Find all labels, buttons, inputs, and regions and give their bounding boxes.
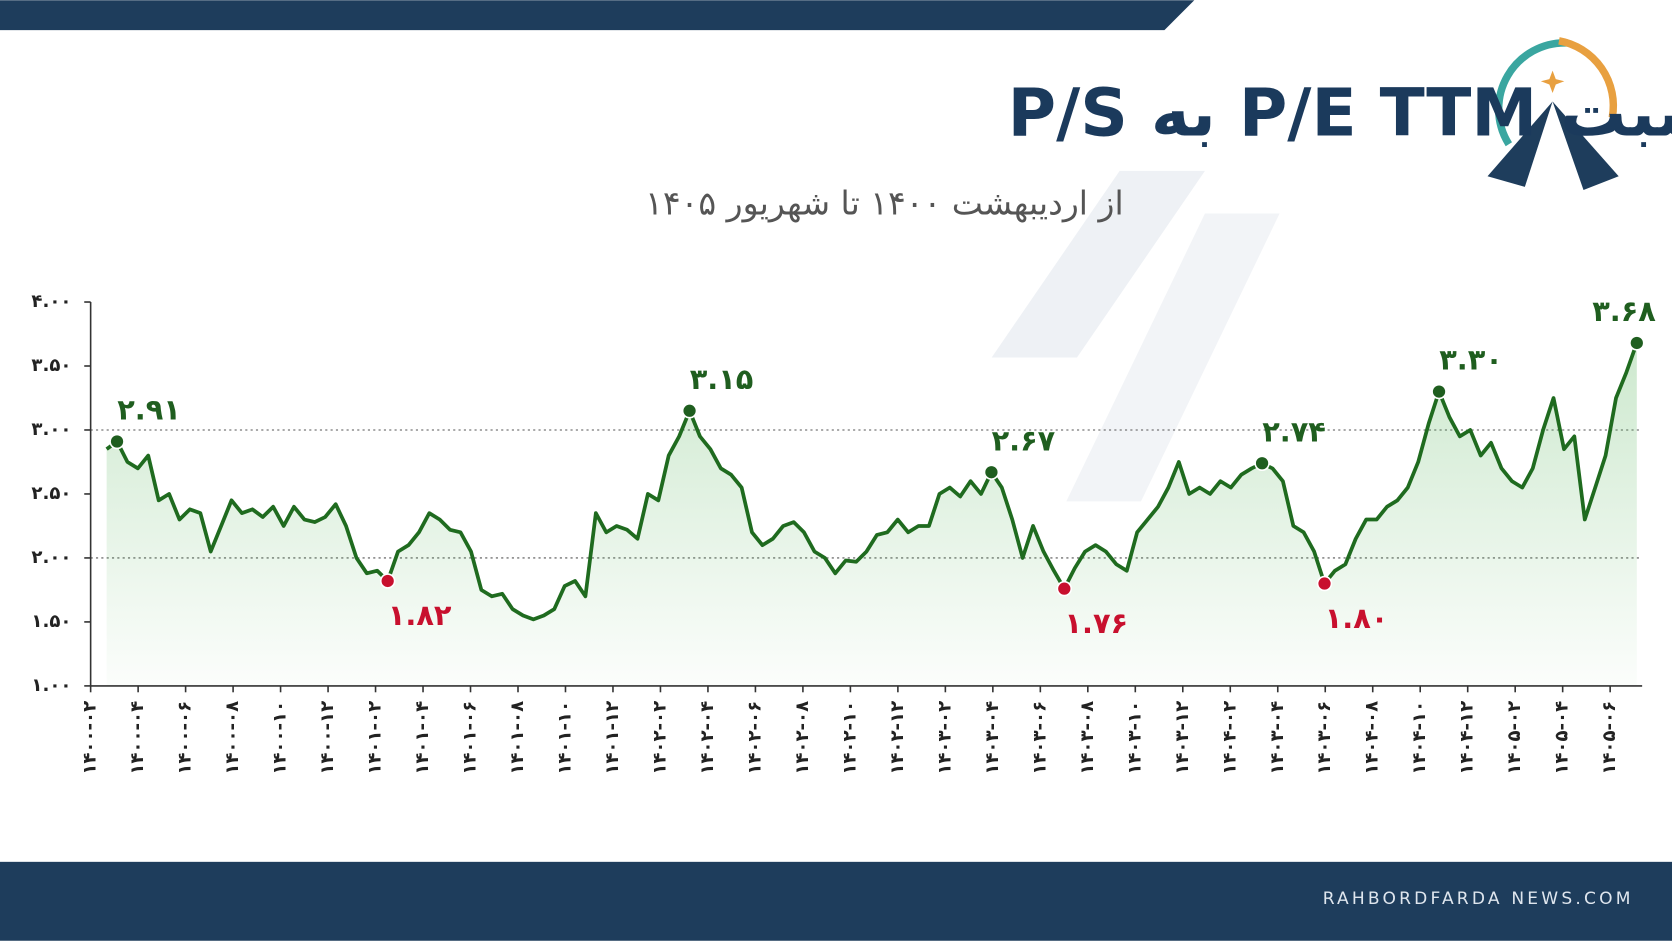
x-tick-label: ۱۴۰۴-۰۲ [1219,701,1240,775]
annotation-dot [1316,575,1333,592]
x-tick-label: ۱۴۰۲-۱۲ [887,701,908,775]
x-tick-label: ۱۴۰۱-۰۸ [507,701,528,775]
annotation-dot [681,403,698,419]
logo-shape [1487,101,1553,187]
x-tick-label: ۱۴۰۲-۱۰ [839,701,860,775]
x-tick-label: ۱۴۰۱-۰۲ [365,701,386,775]
header-band [0,0,1195,31]
x-tick-label: ۱۴۰۰-۰۶ [175,701,196,775]
footer-band [0,861,1672,941]
annotation-label: ۱.۸۲ [388,598,452,632]
logo-arc [1558,37,1618,119]
x-tick-label: ۱۴۰۴-۱۰ [1409,701,1430,775]
x-tick-label: ۱۴۰۲-۰۶ [744,701,765,775]
annotation-dot [983,464,1000,480]
x-tick-label: ۱۴۰۵-۰۶ [1599,701,1620,775]
x-tick-label: ۱۴۰۲-۰۴ [697,701,718,775]
area-fill [106,342,1637,686]
x-tick-label: ۱۴۰۵-۰۲ [1504,701,1525,775]
y-tick-label: ۲.۵۰ [31,483,71,504]
x-tick-label: ۱۴۰۲-۰۲ [649,701,670,775]
x-tick-label: ۱۴۰۴-۱۲ [1457,701,1478,775]
bg-stripe [991,170,1205,358]
x-tick-label: ۱۴۰۱-۱۲ [602,701,623,775]
x-tick-label: ۱۴۰۳-۰۲ [934,701,955,775]
annotation-dot [1254,455,1270,471]
x-tick-label: ۱۴۰۵-۰۴ [1552,701,1573,775]
x-tick-label: ۱۴۰۳-۱۲ [1172,701,1193,775]
chart-title: روند نسبت P/E TTM به P/S [1008,75,1672,153]
annotation-label: ۳.۱۵ [690,362,754,396]
annotation-label: ۲.۶۷ [992,423,1056,457]
x-tick-label: ۱۴۰۰-۰۲ [80,701,101,775]
annotation-label: ۲.۹۱ [117,393,181,427]
logo-star [1540,70,1565,94]
annotation-dot [1056,580,1073,597]
y-tick-label: ۳.۵۰ [31,355,71,376]
y-tick-label: ۱.۰۰ [31,675,71,696]
x-tick-label: ۱۴۰۰-۱۰ [270,701,291,775]
annotation-dot [1431,383,1447,400]
line-series [105,342,1639,622]
annotation-label: ۲.۷۴ [1262,414,1326,448]
x-tick-label: ۱۴۰۲-۰۸ [792,701,813,775]
logo [1487,37,1619,191]
annotation-label: ۱.۷۶ [1064,606,1128,640]
x-tick-label: ۱۴۰۴-۰۸ [1362,701,1383,775]
logo-arc [1494,39,1568,147]
x-tick-label: ۱۴۰۳-۰۶ [1314,701,1335,775]
x-tick-label: ۱۴۰۰-۱۲ [317,701,338,775]
x-tick-label: ۱۴۰۰-۰۸ [222,701,243,775]
annotation-label: ۳.۶۸ [1592,294,1656,328]
x-tick-label: ۱۴۰۳-۰۶ [1029,701,1050,775]
x-tick-label: ۱۴۰۳-۱۰ [1124,701,1145,775]
x-tick-label: ۱۴۰۳-۰۴ [982,701,1003,775]
y-tick-label: ۲.۰۰ [31,547,71,568]
logo-shape [1552,101,1619,191]
x-tick-label: ۱۴۰۰-۰۴ [127,701,148,775]
bg-stripe [1066,213,1280,502]
x-tick-label: ۱۴۰۳-۰۴ [1267,701,1288,775]
footer-text: RAHBORDFARDA NEWS.COM [1323,889,1634,909]
x-tick-label: ۱۴۰۳-۰۸ [1077,701,1098,775]
annotation-dot [109,433,125,450]
x-tick-label: ۱۴۰۱-۱۰ [554,701,575,775]
x-tick-label: ۱۴۰۱-۰۴ [412,701,433,775]
annotation-dot [379,573,396,589]
y-tick-label: ۳.۰۰ [31,419,71,440]
annotation-label: ۳.۳۰ [1439,343,1503,377]
annotation-dot [1629,335,1645,351]
annotation-label: ۱.۸۰ [1325,601,1389,635]
chart-subtitle: از اردیبهشت ۱۴۰۰ تا شهریور ۱۴۰۵ [645,183,1124,222]
y-tick-label: ۱.۵۰ [31,611,71,632]
y-tick-label: ۴.۰۰ [31,291,71,312]
x-tick-label: ۱۴۰۱-۰۶ [460,701,481,775]
